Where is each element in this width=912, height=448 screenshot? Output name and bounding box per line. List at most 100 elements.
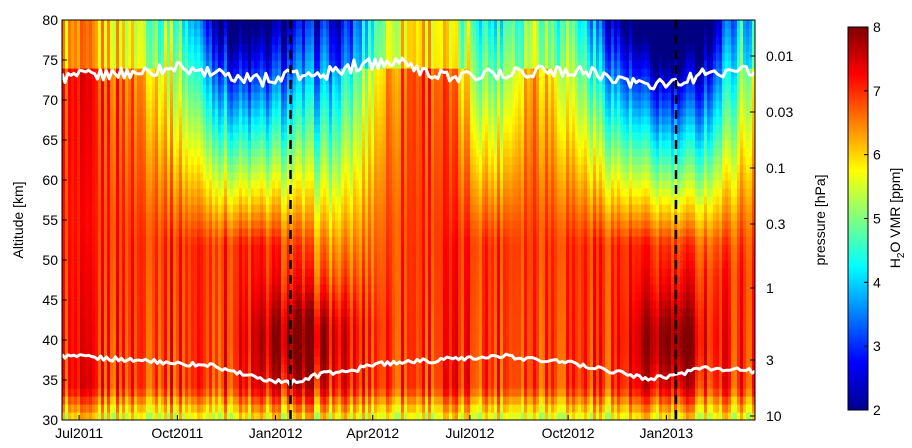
heatmap-cell <box>314 260 318 269</box>
heatmap-cell <box>272 68 276 77</box>
heatmap-cell <box>335 308 339 317</box>
heatmap-cell <box>101 268 105 277</box>
heatmap-cell <box>230 68 234 77</box>
heatmap-cell <box>185 44 189 53</box>
heatmap-cell <box>344 380 348 389</box>
heatmap-cell <box>242 356 246 365</box>
heatmap-cell <box>116 348 120 357</box>
heatmap-cell <box>134 60 138 69</box>
heatmap-cell <box>83 340 87 349</box>
heatmap-cell <box>74 76 78 85</box>
heatmap-cell <box>239 52 243 61</box>
heatmap-cell <box>257 172 261 181</box>
heatmap-cell <box>257 372 261 381</box>
heatmap-cell <box>89 188 93 197</box>
heatmap-cell <box>179 236 183 245</box>
heatmap-cell <box>260 300 264 309</box>
heatmap-cell <box>209 244 213 253</box>
heatmap-cell <box>278 44 282 53</box>
heatmap-cell <box>356 36 360 45</box>
heatmap-cell <box>143 404 147 413</box>
heatmap-cell <box>281 388 285 397</box>
heatmap-cell <box>134 172 138 181</box>
heatmap-cell <box>326 28 330 37</box>
heatmap-cell <box>254 396 258 405</box>
heatmap-cell <box>236 60 240 69</box>
heatmap-cell <box>95 292 99 301</box>
heatmap-cell <box>326 108 330 117</box>
heatmap-cell <box>98 396 102 405</box>
heatmap-cell <box>176 292 180 301</box>
heatmap-cell <box>194 44 198 53</box>
heatmap-cell <box>164 188 168 197</box>
heatmap-cell <box>167 156 171 165</box>
heatmap-cell <box>311 292 315 301</box>
heatmap-cell <box>263 108 267 117</box>
heatmap-cell <box>185 20 189 29</box>
heatmap-cell <box>125 268 129 277</box>
heatmap-cell <box>215 340 219 349</box>
heatmap-cell <box>296 324 300 333</box>
heatmap-cell <box>101 156 105 165</box>
heatmap-cell <box>80 228 84 237</box>
heatmap-cell <box>251 284 255 293</box>
heatmap-cell <box>101 404 105 413</box>
heatmap-cell <box>65 348 69 357</box>
heatmap-cell <box>359 260 363 269</box>
heatmap-cell <box>239 20 243 29</box>
heatmap-cell <box>215 316 219 325</box>
heatmap-cell <box>281 20 285 29</box>
heatmap-cell <box>242 220 246 229</box>
heatmap-cell <box>116 236 120 245</box>
heatmap-cell <box>134 148 138 157</box>
heatmap-cell <box>266 180 270 189</box>
heatmap-cell <box>170 52 174 61</box>
heatmap-cell <box>212 220 216 229</box>
heatmap-cell <box>233 60 237 69</box>
heatmap-cell <box>254 388 258 397</box>
heatmap-cell <box>173 348 177 357</box>
heatmap-cell <box>299 268 303 277</box>
heatmap-cell <box>260 188 264 197</box>
heatmap-cell <box>257 188 261 197</box>
heatmap-cell <box>251 292 255 301</box>
heatmap-cell <box>326 228 330 237</box>
heatmap-cell <box>347 100 351 109</box>
heatmap-cell <box>284 348 288 357</box>
heatmap-cell <box>308 132 312 141</box>
heatmap-cell <box>239 212 243 221</box>
heatmap-cell <box>173 364 177 373</box>
heatmap-cell <box>248 196 252 205</box>
heatmap-cell <box>287 20 291 29</box>
heatmap-cell <box>143 292 147 301</box>
heatmap-cell <box>332 108 336 117</box>
heatmap-cell <box>218 156 222 165</box>
heatmap-cell <box>302 36 306 45</box>
heatmap-cell <box>101 292 105 301</box>
heatmap-cell <box>86 148 90 157</box>
heatmap-cell <box>119 332 123 341</box>
heatmap-cell <box>185 60 189 69</box>
heatmap-cell <box>152 228 156 237</box>
heatmap-cell <box>203 340 207 349</box>
heatmap-cell <box>134 252 138 261</box>
heatmap-cell <box>197 132 201 141</box>
heatmap-cell <box>245 364 249 373</box>
heatmap-cell <box>230 372 234 381</box>
heatmap-cell <box>287 260 291 269</box>
heatmap-cell <box>113 260 117 269</box>
heatmap-cell <box>89 348 93 357</box>
heatmap-cell <box>197 220 201 229</box>
heatmap-cell <box>158 20 162 29</box>
heatmap-cell <box>221 332 225 341</box>
heatmap-cell <box>326 244 330 253</box>
heatmap-cell <box>296 100 300 109</box>
heatmap-cell <box>251 164 255 173</box>
heatmap-cell <box>221 124 225 133</box>
heatmap-cell <box>317 308 321 317</box>
heatmap-cell <box>359 100 363 109</box>
heatmap-cell <box>356 276 360 285</box>
heatmap-cell <box>281 324 285 333</box>
heatmap-cell <box>200 212 204 221</box>
heatmap-cell <box>113 20 117 29</box>
